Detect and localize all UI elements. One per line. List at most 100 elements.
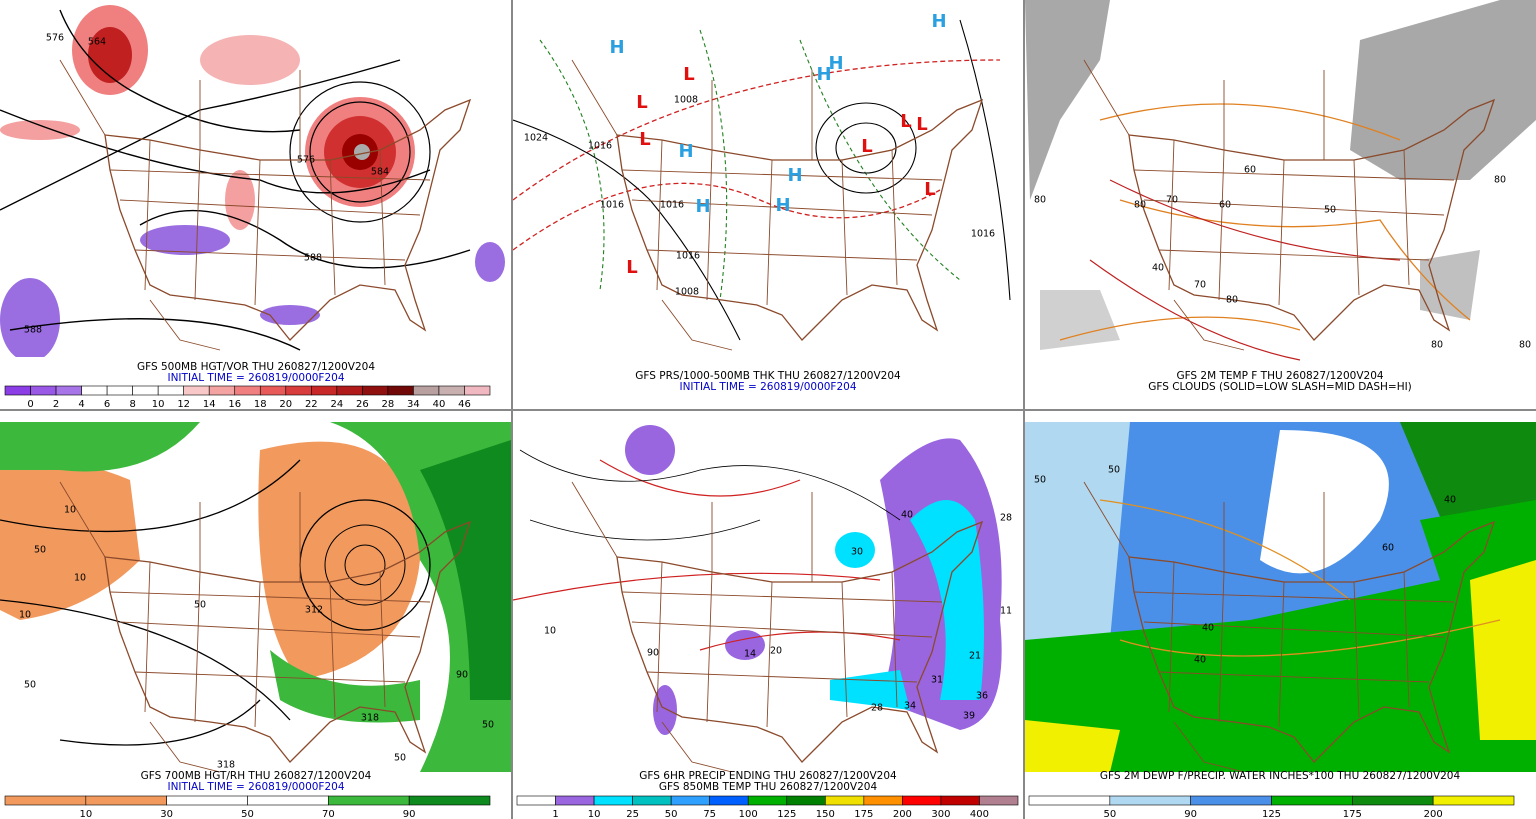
contour-label: 28 bbox=[871, 703, 883, 714]
contour-label: 90 bbox=[456, 670, 468, 681]
contour-label: 318 bbox=[361, 713, 379, 724]
colorbar-swatch bbox=[438, 385, 465, 396]
contour-label: 1016 bbox=[588, 141, 612, 152]
colorbar-label: 175 bbox=[854, 809, 873, 819]
caption: GFS 700MB HGT/RH THU 260827/1200V204 bbox=[141, 770, 372, 782]
contour-label: 584 bbox=[371, 167, 389, 178]
contour-label: 1016 bbox=[676, 251, 700, 262]
colorbar-label: 18 bbox=[254, 399, 267, 410]
contour-label: 564 bbox=[88, 37, 106, 48]
high-pressure-label: H bbox=[816, 64, 831, 85]
contour-label: 20 bbox=[770, 646, 782, 657]
colorbar-label: 14 bbox=[203, 399, 216, 410]
colorbar-label: 90 bbox=[1184, 809, 1197, 819]
contour-label: 80 bbox=[1226, 295, 1238, 306]
colorbar-label: 40 bbox=[433, 399, 446, 410]
contour-label: 28 bbox=[1000, 513, 1012, 524]
colorbar-label: 10 bbox=[152, 399, 165, 410]
colorbar-label: 8 bbox=[129, 399, 135, 410]
colorbar-swatch bbox=[408, 795, 491, 806]
colorbar-swatch bbox=[632, 795, 672, 806]
colorbar-label: 50 bbox=[241, 809, 254, 819]
colorbar-swatch bbox=[285, 385, 312, 396]
colorbar-label: 30 bbox=[160, 809, 173, 819]
map-precip bbox=[513, 425, 1002, 772]
high-pressure-label: H bbox=[828, 53, 843, 74]
colorbar-swatch bbox=[593, 795, 633, 806]
contour-label: 50 bbox=[1324, 205, 1336, 216]
high-pressure-label: H bbox=[609, 37, 624, 58]
colorbar-swatch bbox=[387, 385, 414, 396]
contour-label: 36 bbox=[976, 691, 988, 702]
colorbar-swatch bbox=[132, 385, 159, 396]
contour-label: 80 bbox=[1134, 200, 1146, 211]
colorbar-swatch bbox=[1352, 795, 1434, 806]
contour-label: 10 bbox=[544, 626, 556, 637]
colorbar-swatch bbox=[30, 385, 57, 396]
low-pressure-label: L bbox=[916, 114, 927, 135]
colorbar-swatch bbox=[81, 385, 108, 396]
colorbar-swatch bbox=[1109, 795, 1191, 806]
caption: INITIAL TIME = 260819/0000F204 bbox=[679, 381, 856, 393]
colorbar-swatch bbox=[747, 795, 788, 806]
contour-label: 1008 bbox=[675, 287, 699, 298]
colorbar-label: 200 bbox=[1424, 809, 1443, 819]
colorbar-label: 75 bbox=[703, 809, 716, 819]
contour-label: 10 bbox=[74, 573, 86, 584]
caption: GFS 2M DEWP F/PRECIP. WATER INCHES*100 T… bbox=[1100, 770, 1461, 782]
colorbar-swatch bbox=[516, 795, 556, 806]
colorbar-swatch bbox=[786, 795, 826, 806]
colorbar-swatch bbox=[157, 385, 184, 396]
high-pressure-label: H bbox=[931, 11, 946, 32]
contour-label: 50 bbox=[34, 545, 46, 556]
contour-label: 70 bbox=[1166, 195, 1178, 206]
colorbar-label: 24 bbox=[330, 399, 343, 410]
low-pressure-label: L bbox=[639, 129, 650, 150]
colorbar-swatch bbox=[259, 385, 287, 396]
high-pressure-label: H bbox=[695, 196, 710, 217]
contour-label: 30 bbox=[851, 547, 863, 558]
contour-label: 50 bbox=[24, 680, 36, 691]
colorbar-label: 125 bbox=[1262, 809, 1281, 819]
colorbar-swatch bbox=[336, 385, 363, 396]
contour-label: 50 bbox=[1108, 465, 1120, 476]
colorbar-label: 300 bbox=[931, 809, 950, 819]
contour-label: 40 bbox=[1444, 495, 1456, 506]
colorbar-label: 150 bbox=[816, 809, 835, 819]
colorbar-swatch bbox=[670, 795, 710, 806]
colorbar-label: 100 bbox=[739, 809, 758, 819]
colorbar-swatch bbox=[183, 385, 210, 396]
contour-label: 50 bbox=[482, 720, 494, 731]
contour-label: 40 bbox=[1202, 623, 1214, 634]
contour-label: 10 bbox=[19, 610, 31, 621]
colorbar-label: 10 bbox=[588, 809, 601, 819]
colorbar-label: 25 bbox=[626, 809, 639, 819]
contour-label: 39 bbox=[963, 711, 975, 722]
contour-label: 10 bbox=[64, 505, 76, 516]
contour-label: 1016 bbox=[660, 200, 684, 211]
colorbar-label: 175 bbox=[1343, 809, 1362, 819]
high-pressure-label: H bbox=[775, 195, 790, 216]
low-pressure-label: L bbox=[683, 64, 694, 85]
map-pressure bbox=[513, 19, 1011, 351]
low-pressure-label: L bbox=[636, 92, 647, 113]
contour-label: 60 bbox=[1382, 543, 1394, 554]
contour-label: 11 bbox=[1000, 606, 1012, 617]
contour-label: 40 bbox=[1152, 263, 1164, 274]
colorbar-swatch bbox=[106, 385, 133, 396]
colorbar-label: 12 bbox=[177, 399, 190, 410]
colorbar-swatch bbox=[863, 795, 903, 806]
colorbar-swatch bbox=[940, 795, 980, 806]
caption: GFS 500MB HGT/VOR THU 260827/1200V204 bbox=[137, 361, 375, 373]
colorbar-label: 34 bbox=[407, 399, 420, 410]
colorbar-label: 2 bbox=[53, 399, 59, 410]
colorbar-label: 28 bbox=[382, 399, 395, 410]
contour-label: 80 bbox=[1034, 195, 1046, 206]
map-temperature bbox=[1025, 0, 1536, 361]
colorbar-swatch bbox=[413, 385, 440, 396]
contour-label: 1008 bbox=[674, 95, 698, 106]
colorbar-label: 90 bbox=[403, 809, 416, 819]
contour-label: 1024 bbox=[524, 133, 548, 144]
contour-label: 50 bbox=[1034, 475, 1046, 486]
